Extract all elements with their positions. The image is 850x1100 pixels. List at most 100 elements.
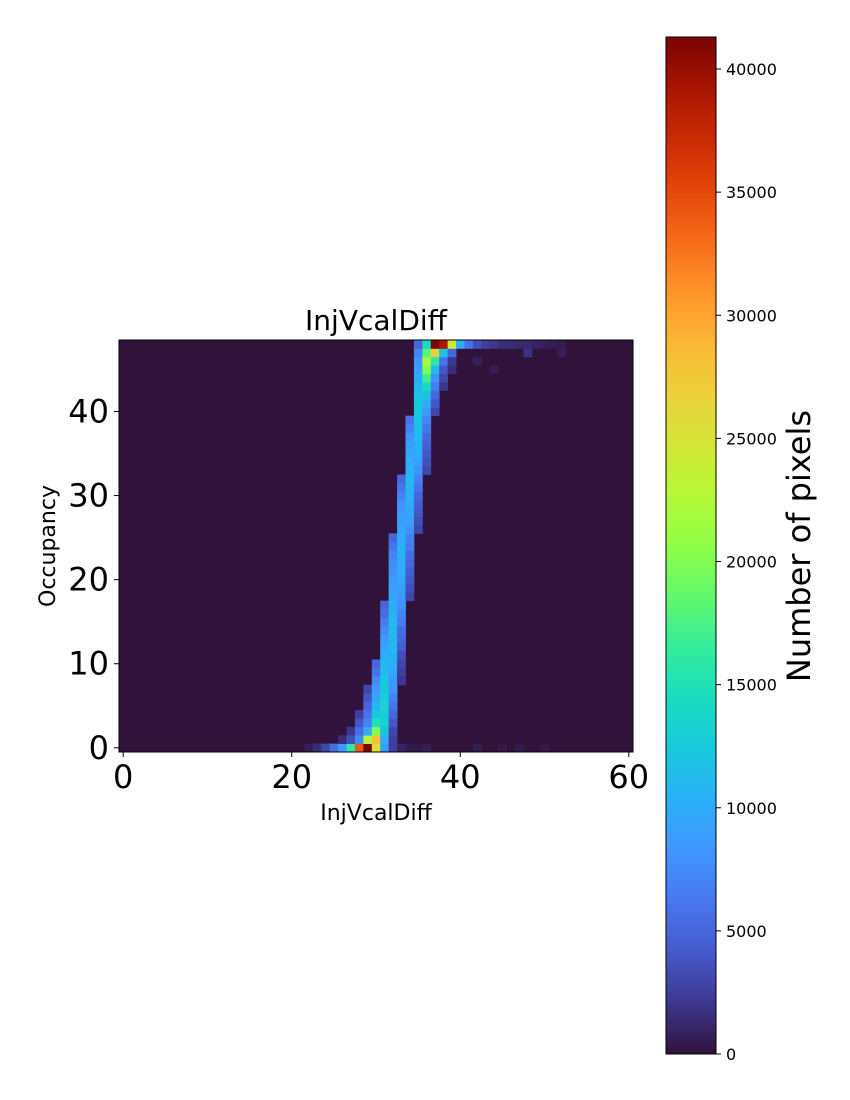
- heatmap-cell: [405, 440, 415, 450]
- heatmap-cell: [430, 365, 440, 375]
- heatmap-cell: [413, 340, 423, 349]
- colorbar-label: Number of pixels: [780, 410, 818, 682]
- heatmap-cell: [548, 340, 558, 349]
- heatmap-cell: [371, 659, 381, 669]
- heatmap-cell: [405, 499, 415, 509]
- x-axis-ticks: 0 20 40 60: [113, 752, 649, 796]
- heatmap-cell: [354, 718, 364, 728]
- heatmap-cell: [371, 735, 381, 744]
- heatmap-cell: [430, 348, 440, 358]
- heatmap-cell: [388, 634, 398, 644]
- heatmap-cell: [380, 735, 390, 744]
- heatmap-cell: [371, 718, 381, 728]
- heatmap-cell: [515, 743, 524, 753]
- heatmap-cell: [397, 583, 406, 593]
- heatmap-cell: [413, 474, 423, 484]
- heatmap-cell: [405, 743, 415, 753]
- heatmap-cell: [388, 558, 398, 568]
- heatmap-cell: [413, 365, 423, 375]
- heatmap-cell: [312, 743, 322, 753]
- heatmap-cell: [405, 466, 415, 475]
- heatmap-cell: [380, 600, 390, 610]
- heatmap-cell: [388, 583, 398, 593]
- heatmap-cell: [363, 743, 373, 753]
- plot-area: [118, 339, 634, 753]
- heatmap-cell: [397, 676, 406, 686]
- heatmap-cell: [388, 567, 398, 576]
- heatmap-cell: [354, 709, 364, 719]
- heatmap-cell: [405, 550, 415, 560]
- heatmap-cell: [397, 743, 406, 753]
- heatmap-cell: [405, 583, 415, 593]
- heatmap-cell: [397, 659, 406, 669]
- heatmap-cell: [304, 743, 314, 753]
- heatmap-cell: [388, 625, 398, 635]
- heatmap-cell: [388, 726, 398, 736]
- heatmap-cell: [371, 676, 381, 686]
- heatmap-cell: [422, 348, 432, 358]
- colorbar-tick-label: 5000: [726, 922, 767, 941]
- heatmap-cell: [422, 440, 432, 450]
- heatmap-cell: [388, 709, 398, 719]
- heatmap-cell: [371, 684, 381, 694]
- heatmap-cell: [447, 348, 457, 358]
- heatmap-cell: [405, 424, 415, 433]
- heatmap-cell: [405, 541, 415, 551]
- heatmap-cell: [405, 508, 415, 517]
- heatmap-cell: [405, 457, 415, 467]
- heatmap-cell: [447, 340, 457, 349]
- heatmap-cell: [430, 398, 440, 408]
- heatmap-cell: [388, 676, 398, 686]
- heatmap-cell: [388, 642, 398, 652]
- heatmap-cell: [422, 356, 432, 366]
- heatmap-cell: [397, 508, 406, 517]
- heatmap-cell: [363, 684, 373, 694]
- heatmap-cell: [397, 499, 406, 509]
- heatmap-cell: [422, 432, 432, 442]
- heatmap-cell: [422, 365, 432, 375]
- heatmap-cell: [397, 516, 406, 526]
- heatmap-cell: [338, 743, 347, 753]
- y-tick-label: 20: [68, 561, 109, 599]
- heatmap-cell: [397, 651, 406, 660]
- heatmap-cell: [405, 533, 415, 543]
- x-tick-label: 60: [608, 758, 649, 796]
- heatmap-cell: [346, 743, 356, 753]
- heatmap-cell: [388, 617, 398, 627]
- heatmap-cell: [422, 398, 432, 408]
- heatmap-cell: [413, 466, 423, 475]
- heatmap-cell: [354, 735, 364, 744]
- heatmap-cell: [523, 348, 533, 358]
- x-axis-label: InjVcalDiff: [320, 801, 432, 826]
- heatmap-cell: [413, 424, 423, 433]
- heatmap-cell: [422, 457, 432, 467]
- heatmap-cell: [413, 398, 423, 408]
- heatmap-cell: [557, 348, 566, 358]
- heatmap-cell: [388, 651, 398, 660]
- heatmap-cell: [388, 541, 398, 551]
- heatmap-cell: [489, 365, 499, 375]
- heatmap-cell: [397, 567, 406, 576]
- heatmap-cell: [472, 743, 482, 753]
- plot-frame: [118, 339, 634, 753]
- colorbar-ticks: 0 5000 10000 15000 20000 25000 30000 35000 40000: [716, 60, 777, 1064]
- y-tick-label: 40: [68, 392, 109, 430]
- heatmap-cell: [405, 592, 415, 602]
- heatmap-cell: [430, 407, 440, 417]
- heatmap-cell: [472, 356, 482, 366]
- heatmap-cell: [371, 743, 381, 753]
- heatmap-cell: [329, 743, 339, 753]
- heatmap-cell: [422, 449, 432, 459]
- colorbar-tick-label: 10000: [726, 799, 777, 818]
- heatmap-cell: [413, 440, 423, 450]
- heatmap-cell: [405, 449, 415, 459]
- heatmap-cell: [363, 735, 373, 744]
- heatmap-cell: [439, 365, 449, 375]
- heatmap-cell: [439, 340, 449, 349]
- heatmap-cell: [380, 701, 390, 711]
- heatmap-cell: [405, 567, 415, 576]
- heatmap-cell: [388, 533, 398, 543]
- heatmap-cell: [388, 667, 398, 677]
- heatmap-cell: [413, 348, 423, 358]
